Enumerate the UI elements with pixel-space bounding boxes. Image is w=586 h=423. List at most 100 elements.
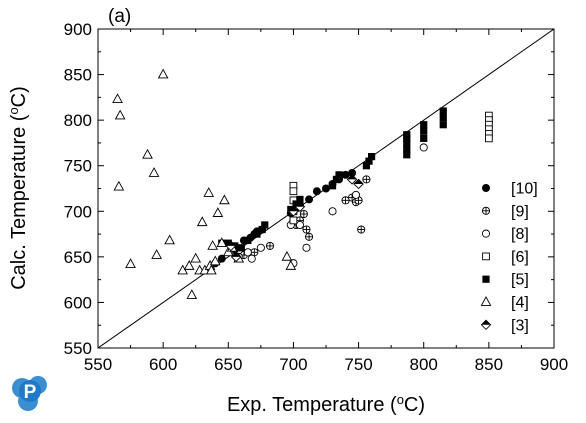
point-series-10 <box>341 170 350 179</box>
legend-marker-5 <box>482 275 490 283</box>
point-series-8 <box>302 243 311 252</box>
point-series-5 <box>365 157 373 165</box>
point-series-8 <box>328 207 337 216</box>
point-series-4 <box>112 93 123 104</box>
point-series-9 <box>265 241 275 250</box>
point-series-3 <box>353 178 364 190</box>
legend-marker-10 <box>482 184 490 192</box>
data-points <box>112 68 493 299</box>
point-series-5 <box>403 139 411 147</box>
x-tick-label: 900 <box>540 355 568 374</box>
point-series-4 <box>142 148 153 159</box>
point-series-5 <box>403 145 411 153</box>
point-series-5 <box>420 134 428 142</box>
legend: [10] [9] [8] [6] [5] [4] [3] <box>480 181 538 334</box>
point-series-5 <box>332 175 341 183</box>
point-series-6 <box>289 216 298 225</box>
point-series-4 <box>205 264 217 275</box>
point-series-8 <box>295 220 304 230</box>
point-series-5 <box>403 131 411 139</box>
legend-label-9: [9] <box>511 203 529 220</box>
point-series-5 <box>420 121 428 129</box>
point-series-3 <box>288 206 299 217</box>
x-tick-label: 850 <box>475 355 503 374</box>
point-series-9 <box>357 225 366 234</box>
legend-label-6: [6] <box>511 249 529 266</box>
point-series-8 <box>247 254 256 263</box>
point-series-5 <box>292 200 300 208</box>
point-series-4 <box>157 68 169 79</box>
point-series-5 <box>368 153 376 161</box>
y-tick-label: 550 <box>64 339 92 358</box>
point-series-10 <box>348 169 357 178</box>
point-series-3 <box>225 240 237 252</box>
point-series-4 <box>125 258 136 268</box>
point-series-4 <box>209 255 221 266</box>
y-axis-title: Calc. Temperature (oC) <box>6 86 30 290</box>
point-series-5 <box>237 244 245 252</box>
point-series-10 <box>217 254 226 263</box>
point-series-4 <box>148 167 160 177</box>
point-series-10 <box>312 187 321 196</box>
point-series-3 <box>294 201 306 212</box>
point-series-4 <box>281 250 293 261</box>
point-series-4 <box>114 109 126 120</box>
point-series-6 <box>485 134 493 143</box>
logo: P <box>12 376 47 411</box>
point-series-4 <box>212 207 224 217</box>
logo-letter: P <box>24 382 37 403</box>
point-series-9 <box>250 248 259 257</box>
point-series-5 <box>420 127 428 135</box>
y-tick-label: 850 <box>64 66 92 85</box>
point-series-4 <box>203 187 215 197</box>
tick-labels: 550 600 650 700 750 800 850 900 550 600 650 700 750 8… <box>64 20 569 374</box>
point-series-8 <box>351 190 361 199</box>
point-series-5 <box>328 182 337 190</box>
point-series-5 <box>439 121 447 129</box>
point-series-4 <box>190 252 202 263</box>
x-tick-label: 800 <box>410 355 438 374</box>
axis-ticks <box>97 28 555 349</box>
point-series-5 <box>261 221 269 229</box>
point-series-10 <box>305 195 314 204</box>
point-series-4 <box>216 237 228 248</box>
point-series-8 <box>256 243 265 252</box>
y-tick-label: 750 <box>64 157 92 176</box>
point-series-9 <box>305 232 314 241</box>
y-tick-label: 600 <box>64 293 92 312</box>
point-series-5 <box>244 236 252 245</box>
point-series-4 <box>113 180 125 191</box>
point-series-4 <box>164 234 176 245</box>
y-tick-label: 800 <box>64 111 92 130</box>
point-series-4 <box>196 216 208 227</box>
point-series-6 <box>289 187 298 196</box>
point-series-5 <box>439 107 447 115</box>
point-series-4 <box>186 289 198 299</box>
x-tick-label: 550 <box>84 355 112 374</box>
point-series-4 <box>219 194 230 205</box>
point-series-9 <box>299 209 308 219</box>
point-series-8 <box>419 143 428 152</box>
point-series-8 <box>243 248 252 257</box>
panel-label: (a) <box>108 6 131 27</box>
y-tick-label: 650 <box>64 248 92 267</box>
x-axis-title: Exp. Temperature (oC) <box>227 392 425 416</box>
x-tick-label: 600 <box>149 355 177 374</box>
point-series-5 <box>258 225 266 234</box>
point-series-9 <box>362 175 371 184</box>
x-tick-label: 700 <box>279 355 307 374</box>
legend-label-8: [8] <box>511 226 529 243</box>
point-series-3 <box>346 174 358 185</box>
point-series-10 <box>322 184 330 193</box>
y-tick-label: 900 <box>64 20 92 39</box>
y-tick-label: 700 <box>64 202 92 221</box>
point-series-5 <box>296 195 304 204</box>
point-series-4 <box>207 239 219 250</box>
legend-label-4: [4] <box>511 295 529 312</box>
x-tick-label: 650 <box>214 355 242 374</box>
point-series-4 <box>285 260 297 270</box>
legend-marker-8 <box>481 229 491 238</box>
point-series-5 <box>403 151 411 159</box>
legend-marker-6 <box>482 252 490 261</box>
